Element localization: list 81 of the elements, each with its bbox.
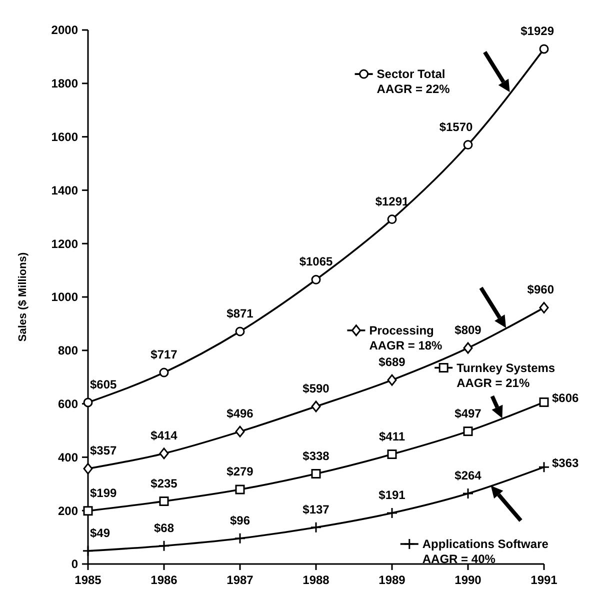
data-label: $689 [378,355,406,370]
data-label: $606 [552,391,580,406]
point [387,214,397,224]
data-label: $191 [378,488,406,502]
point [463,140,473,150]
point [539,302,549,314]
y-tick-label: 600 [58,397,78,411]
legend-label: Sector Total [376,67,446,82]
data-label: $1570 [439,120,474,134]
y-tick-label: 1600 [51,130,78,144]
x-tick-label: 1990 [454,573,482,587]
point [235,326,245,336]
x-tick-label: 1988 [302,573,330,587]
annotation: AAGR = 40% [422,552,496,566]
x-tick-label: 1991 [530,573,558,587]
point [234,532,246,544]
y-tick-label: 400 [58,450,78,464]
point [387,450,397,460]
point [310,522,322,534]
data-label: $338 [302,448,330,463]
y-tick-label: 2000 [51,23,78,38]
data-label: $414 [150,428,178,442]
data-label: $68 [154,520,174,535]
point [463,426,473,436]
point [539,44,549,54]
data-label: $871 [226,306,254,320]
annotation: AAGR = 18% [369,338,443,352]
data-label: $590 [302,381,330,396]
point [159,496,169,506]
data-label: $264 [454,468,482,483]
y-axis-title: Sales ($ Millions) [17,252,29,342]
data-label: $1929 [520,24,554,38]
data-label: $199 [90,486,118,500]
data-label: $960 [527,282,554,297]
data-label: $279 [226,464,254,479]
legend-label: Applications Software [422,536,549,551]
data-label: $809 [454,322,482,337]
data-label: $605 [90,377,118,392]
x-tick-label: 1985 [74,573,102,587]
data-label: $1291 [375,194,410,208]
point [158,540,170,552]
point [159,368,169,378]
y-tick-label: 1200 [51,236,78,251]
point [538,461,550,473]
data-label: $49 [90,526,110,540]
data-label: $496 [226,406,254,421]
point [539,397,549,407]
y-tick-label: 1400 [51,183,78,198]
point [311,400,321,412]
legend-label: Turnkey Systems [456,360,556,375]
y-tick-label: 200 [58,504,78,518]
data-label: $363 [552,456,580,470]
annotation: AAGR = 21% [456,376,530,390]
x-tick-label: 1987 [226,573,254,587]
data-label: $96 [230,513,250,528]
point [311,274,321,284]
annotation: AAGR = 22% [376,82,450,96]
point [235,426,245,438]
x-tick-label: 1986 [150,573,178,587]
y-tick-label: 0 [71,557,78,572]
data-label: $497 [454,406,482,420]
data-label: $717 [150,348,178,362]
point [387,374,397,386]
data-label: $1065 [299,254,334,269]
data-label: $411 [378,429,406,444]
point [463,342,473,354]
y-tick-label: 1800 [51,76,78,91]
x-tick-label: 1989 [378,573,406,587]
point [235,484,245,494]
point [311,469,321,479]
point [82,545,94,557]
y-tick-label: 1000 [51,290,78,304]
point [159,448,169,460]
point [386,507,398,519]
data-label: $137 [302,502,330,516]
y-tick-label: 800 [58,344,78,358]
point [462,488,474,500]
data-label: $357 [90,444,118,458]
point [83,462,93,474]
legend-label: Processing [369,323,434,338]
data-label: $235 [150,476,178,490]
